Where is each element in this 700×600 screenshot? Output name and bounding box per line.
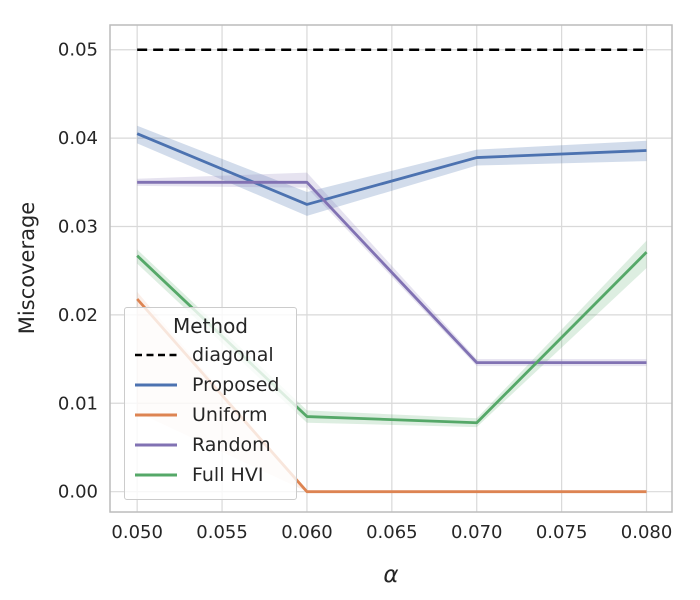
legend-line-sample-random (135, 443, 177, 447)
axes-spines (109, 24, 673, 513)
legend-item-label: Full HVI (192, 464, 264, 486)
legend-item-label: diagonal (192, 344, 274, 366)
x-tick-label: 0.065 (366, 522, 418, 543)
legend-line-sample-uniform (135, 413, 177, 417)
legend-line-sample-full-hvi (135, 473, 177, 477)
legend-item-random: Random (133, 430, 288, 460)
x-tick-label: 0.075 (536, 522, 588, 543)
x-tick-label: 0.080 (621, 522, 673, 543)
x-tick-labels: 0.050 0.055 0.060 0.065 0.070 0.075 0.080 (111, 522, 672, 543)
legend-line-sample-diagonal (135, 353, 177, 357)
y-tick-label: 0.05 (58, 40, 98, 61)
legend-item-label: Random (192, 434, 271, 456)
series-line-random (137, 180, 647, 365)
x-tick-label: 0.055 (196, 522, 248, 543)
y-tick-label: 0.01 (58, 393, 98, 414)
y-axis-label: Miscoverage (15, 202, 39, 334)
y-tick-label: 0.00 (58, 482, 98, 503)
legend-item-label: Uniform (192, 404, 268, 426)
legend-items: diagonal Proposed Uniform Random Full HVI (133, 340, 288, 490)
y-tick-labels: 0.00 0.01 0.02 0.03 0.04 0.05 (58, 40, 98, 503)
legend-item-label: Proposed (192, 374, 280, 396)
series-band-proposed (137, 125, 647, 216)
x-tick-label: 0.070 (451, 522, 503, 543)
series-band-random (137, 172, 647, 367)
legend: Method diagonal Proposed Uniform Random Full… (124, 307, 297, 500)
legend-item-proposed: Proposed (133, 370, 288, 400)
x-axis-label: α (383, 562, 398, 588)
legend-item-uniform: Uniform (133, 400, 288, 430)
y-tick-label: 0.02 (58, 305, 98, 326)
y-tick-label: 0.04 (58, 128, 98, 149)
legend-item-diagonal: diagonal (133, 340, 288, 370)
legend-title: Method (172, 314, 248, 338)
y-tick-label: 0.03 (58, 217, 98, 238)
series-line-proposed (136, 132, 647, 206)
legend-item-full-hvi: Full HVI (133, 460, 288, 490)
legend-line-sample-proposed (135, 383, 177, 387)
x-tick-label: 0.050 (111, 522, 163, 543)
x-tick-label: 0.060 (281, 522, 333, 543)
